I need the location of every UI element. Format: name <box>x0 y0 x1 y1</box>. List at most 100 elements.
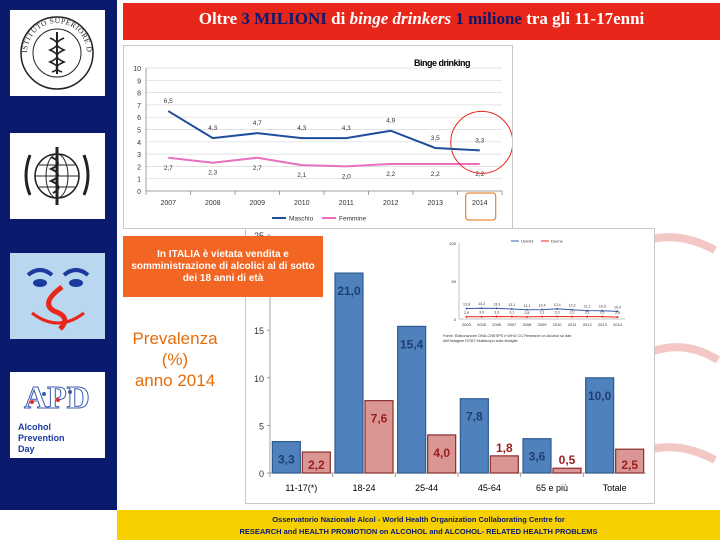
inset-data-label: 13,8 <box>463 303 470 307</box>
data-label: 2,2 <box>308 458 325 472</box>
inset-data-label: 13,4 <box>554 303 561 307</box>
apd-text-2: Prevention <box>18 433 65 443</box>
data-label: 2,2 <box>431 171 440 178</box>
data-label: 4,3 <box>297 125 306 132</box>
inset-data-label: 13,9 <box>493 302 500 306</box>
inset-data-label: 10,0 <box>614 305 621 309</box>
bar <box>397 325 427 474</box>
inset-legend-uomini: Uomini <box>521 239 534 244</box>
footer-line-1: Osservatorio Nazionale Alcol - World Hea… <box>272 515 565 524</box>
data-label: 2,0 <box>342 173 351 180</box>
y-tick-label: 6 <box>137 115 141 122</box>
footer: Osservatorio Nazionale Alcol - World Hea… <box>117 510 720 540</box>
inset-point <box>616 316 619 319</box>
y-tick-label: 5 <box>259 421 264 431</box>
x-tick-label: 2011 <box>339 200 354 207</box>
inset-y-tick-label: 0 <box>454 317 457 322</box>
inset-source-line: Fonte: Elaborazione ONA-CNESPS e WHO CC … <box>443 334 571 338</box>
inset-data-label: 14,2 <box>478 302 485 306</box>
x-tick-label: 2007 <box>160 200 176 207</box>
data-label: 4,3 <box>208 125 217 132</box>
data-label: 7,8 <box>466 410 483 424</box>
title-highlight-1-milione: 1 milione <box>455 9 522 28</box>
inset-x-tick-label: 2006 <box>492 322 502 327</box>
inset-point <box>465 315 468 318</box>
data-label: 2,1 <box>297 172 306 179</box>
legend-label-maschio: Maschio <box>289 216 314 223</box>
prevalence-label-2: (%) <box>161 350 189 369</box>
x-tick-label: 25-44 <box>415 483 438 493</box>
highlight-box <box>465 192 497 221</box>
inset-data-label: 3,1 <box>600 311 605 315</box>
bar <box>522 438 552 474</box>
data-label: 2,5 <box>621 458 638 472</box>
data-label: 4,9 <box>386 118 395 125</box>
inset-x-tick-label: 2005 <box>477 322 487 327</box>
ona-logo <box>10 253 105 339</box>
legend-label-femmine: Femmine <box>339 216 366 223</box>
y-tick-label: 2 <box>137 164 141 171</box>
y-tick-label: 0 <box>259 469 264 479</box>
title-highlight-3-milioni: 3 MILIONI <box>241 9 327 28</box>
x-tick-label: 2012 <box>383 200 399 207</box>
historical-inset-chart: 0 50 100 2003 2005 2006 2007 2008 2009 2010 2011 20… <box>443 235 633 353</box>
inset-point <box>525 308 528 311</box>
inset-point <box>495 307 498 310</box>
chart-title: Binge drinking <box>414 58 470 68</box>
inset-source-line: dell'Indagine ISTAT Multiscopo sulle fam… <box>443 339 518 343</box>
y-tick-label: 4 <box>137 140 141 147</box>
apd-text-3: Day <box>18 444 35 454</box>
binge-drinking-line-chart: 0 1 2 3 4 5 6 7 8 9 10 2007 2008 2009 2010 2011 2012 2013… <box>133 58 514 223</box>
inset-data-label: 2,8 <box>524 311 529 315</box>
inset-point <box>480 315 483 318</box>
data-label: 4,3 <box>342 125 351 132</box>
inset-data-label: 11,1 <box>584 305 591 309</box>
data-label: 4,0 <box>433 446 450 460</box>
iss-logo: ISTITUTO SUPERIORE DI SANITA <box>10 10 105 96</box>
inset-point <box>480 307 483 310</box>
data-label: 10,0 <box>588 389 612 403</box>
x-tick-label: 11-17(*) <box>285 483 317 493</box>
inset-data-label: 12,2 <box>569 304 576 308</box>
inset-x-tick-label: 2012 <box>583 322 593 327</box>
prevalence-bar-chart: 051015202511-17(*)3,32,218-2421,07,625-4… <box>254 231 646 493</box>
inset-x-tick-label: 2014 <box>613 322 623 327</box>
y-tick-label: 10 <box>254 374 264 384</box>
x-tick-label: 18-24 <box>352 483 375 493</box>
inset-x-tick-label: 2011 <box>568 322 577 327</box>
inset-x-tick-label: 2009 <box>538 322 548 327</box>
x-tick-label: 65 e più <box>536 483 568 493</box>
bar <box>489 455 519 474</box>
inset-point <box>586 315 589 318</box>
inset-legend-donne: Donne <box>551 239 564 244</box>
inset-data-label: 3,2 <box>570 311 575 315</box>
y-tick-label: 9 <box>137 78 141 85</box>
data-label: 2,7 <box>253 165 262 172</box>
iss-logo-text: ISTITUTO SUPERIORE DI SANITA <box>10 10 94 53</box>
x-tick-label: 2008 <box>205 200 221 207</box>
prevalence-label: Prevalenza (%) anno 2014 <box>120 328 230 391</box>
x-tick-label: 2009 <box>249 200 265 207</box>
bar <box>364 400 394 474</box>
data-label: 0,5 <box>559 453 576 467</box>
bar <box>301 451 331 474</box>
y-tick-label: 7 <box>137 103 141 110</box>
inset-data-label: 3,1 <box>540 311 545 315</box>
inset-point <box>525 315 528 318</box>
data-label: 2,2 <box>475 171 484 178</box>
inset-point <box>541 308 543 311</box>
title-part2: di <box>326 9 350 28</box>
data-label: 2,7 <box>164 165 173 172</box>
y-tick-label: 15 <box>254 326 264 336</box>
inset-x-tick-label: 2013 <box>598 322 608 327</box>
data-label: 6,5 <box>164 98 173 105</box>
y-tick-label: 3 <box>137 152 141 159</box>
inset-data-label: 3,3 <box>494 310 499 314</box>
y-tick-label: 5 <box>137 128 141 135</box>
footer-line-2: RESEARCH and HEALTH PROMOTION on ALCOHOL… <box>239 527 598 536</box>
apd-logo: APD Alcohol Prevention Day <box>10 372 105 458</box>
inset-data-label: 3,0 <box>479 311 484 315</box>
bar <box>459 398 489 474</box>
x-tick-label: 2014 <box>472 200 488 207</box>
inset-point <box>601 315 604 318</box>
